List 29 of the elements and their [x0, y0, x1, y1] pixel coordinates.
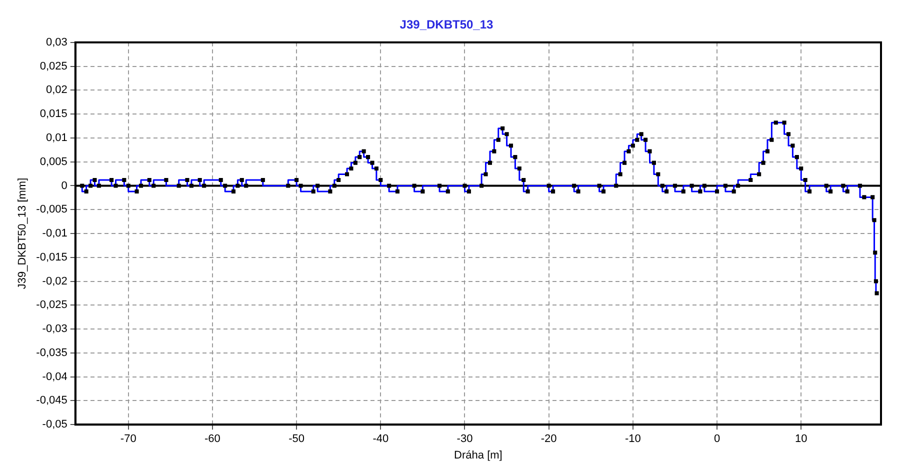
- y-tick-label: -0,05: [42, 418, 68, 431]
- y-tick-label: -0,01: [42, 228, 68, 240]
- x-tick-label: -30: [456, 433, 473, 446]
- y-tick-label: 0,03: [46, 36, 68, 48]
- x-tick-label: -50: [288, 433, 305, 446]
- y-tick-label: 0: [61, 180, 68, 192]
- x-tick-label: 10: [794, 433, 808, 446]
- y-tick-label: -0,005: [36, 204, 68, 216]
- y-tick-label: -0,035: [36, 346, 68, 359]
- y-tick-label: 0,005: [40, 156, 68, 168]
- x-axis-title: Dráha [m]: [454, 449, 502, 462]
- y-tick-label: -0,04: [42, 370, 68, 383]
- y-tick-label: 0,02: [46, 84, 68, 96]
- y-tick-label: 0,01: [46, 132, 68, 144]
- y-tick-label: 0,025: [40, 60, 68, 72]
- y-tick-label: -0,03: [42, 323, 68, 336]
- x-tick-label: -20: [540, 433, 557, 446]
- x-tick-label: -10: [624, 433, 641, 446]
- y-tick-label: -0,025: [36, 299, 68, 312]
- y-tick-label: 0,015: [40, 108, 68, 120]
- y-axis-title: J39_DKBT50_13 [mm]: [16, 178, 29, 290]
- chart-title: J39_DKBT50_13: [400, 18, 494, 32]
- x-tick-label: 0: [714, 433, 720, 446]
- y-tick-label: -0,045: [36, 394, 68, 407]
- x-tick-label: -70: [120, 433, 136, 446]
- x-tick-label: -60: [204, 433, 220, 446]
- y-tick-label: -0,02: [42, 275, 68, 288]
- x-tick-label: -40: [372, 433, 389, 446]
- y-tick-label: -0,015: [36, 251, 68, 264]
